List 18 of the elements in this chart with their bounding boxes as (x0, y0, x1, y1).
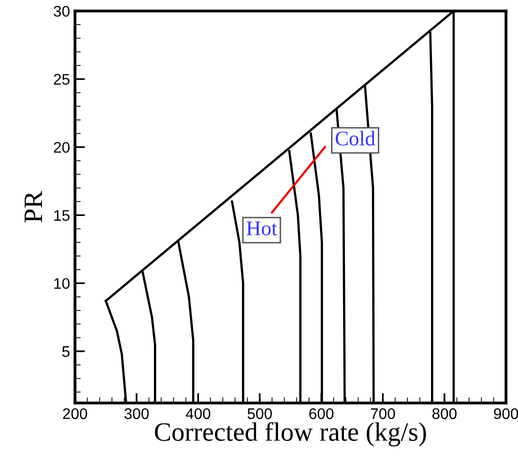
annotation: Cold (336, 130, 376, 146)
y-tick-label: 5 (62, 346, 70, 357)
y-tick-label: 30 (54, 6, 70, 17)
y-tick-label: 20 (54, 142, 70, 153)
x-tick-label: 400 (186, 408, 210, 420)
y-tick-label: 25 (54, 74, 70, 85)
y-tick-label: 15 (54, 210, 70, 221)
x-axis-title: Corrected flow rate (kg/s) (154, 422, 426, 446)
x-tick-label: 200 (63, 408, 88, 420)
x-tick-label: 300 (124, 408, 149, 420)
y-tick-label: 10 (54, 278, 70, 289)
y-axis-title: PR (24, 190, 42, 222)
x-tick-label: 700 (370, 408, 396, 420)
x-tick-label: 500 (248, 408, 272, 420)
annotation: Hot (246, 221, 278, 236)
x-tick-label: 800 (432, 408, 457, 420)
x-tick-label: 900 (494, 408, 518, 420)
x-tick-label: 600 (309, 408, 334, 420)
